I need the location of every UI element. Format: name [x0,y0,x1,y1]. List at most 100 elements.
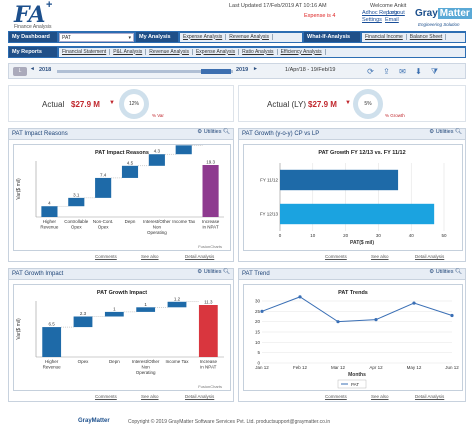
comments-link[interactable]: Comments [325,254,347,259]
see-also-link[interactable]: See also [141,254,159,259]
comments-link[interactable]: Comments [325,394,347,399]
x-tick-label: 30 [376,233,382,238]
comments-link[interactable]: Comments [95,394,117,399]
gear-icon: ⚙ [429,269,435,275]
email-link[interactable]: Email [385,17,399,23]
utilities-menu[interactable]: ⚙ Utilities 🔍︎ [197,129,230,135]
legend-box [337,379,367,389]
prev-arrow-icon[interactable]: ◂ [31,66,34,72]
revenue-analysis-link[interactable]: Revenue Analysis [226,33,273,40]
timeline-year-end: 2019 [236,67,249,73]
panel-pat-trend: PAT Trend ⚙ Utilities 🔍︎ PAT Trends 0 5 10 1… [238,268,466,402]
zoom-icon[interactable]: 🔍︎ [455,269,462,275]
adhoc-reports-link[interactable]: Adhoc Reports [362,10,399,16]
chart-bar [280,169,399,191]
chart-title: PAT Impact Reasons [95,150,149,156]
zoom-icon[interactable]: 🔍︎ [223,269,230,275]
ratio-analysis-link[interactable]: Ratio Analysis [239,48,278,55]
data-point [260,309,264,313]
panel-footer: Comments See also Detail Analysis [239,392,465,401]
x-tick-label: Higher [45,359,59,364]
email-icon[interactable]: ✉ [399,67,406,76]
kpi-actual-pct: 12% [124,94,144,114]
detail-analysis-link[interactable]: Detail Analysis [415,254,445,259]
expense-alert[interactable]: Expense is 4 [304,13,336,19]
data-label: 1 [144,302,147,307]
chart-pat-growth-impact: PAT Growth Impact Var($ mil) 6.5 HigherReve… [16,290,224,389]
next-arrow-icon[interactable]: ▸ [254,66,257,72]
chart-credit: FusionCharts [198,244,222,249]
x-tick-label: Opex [78,359,90,364]
refresh-icon[interactable]: ⟳ [367,67,374,76]
x-tick-label: Non-Cont. [93,219,114,224]
kpi-ly-pct: 5% [358,94,378,114]
timeline-track[interactable] [57,70,233,73]
data-label: 1 [113,306,116,311]
chart-pat-trend: PAT Trends 0 5 10 15 20 25 30 Jan 12 Feb 12 Mar 12… [255,290,459,389]
dashboard-select[interactable]: PAT ▾ [59,32,134,42]
logout-link[interactable]: Logout [388,10,405,16]
kpi-actual-sub: % Var [152,113,164,118]
data-point [450,313,454,318]
down-arrow-icon: ▼ [109,100,115,106]
my-reports-tab[interactable]: My Reports [9,47,57,57]
financial-statement-link[interactable]: Financial Statement [59,48,111,55]
app-logo-plus: + [46,0,53,11]
utilities-menu[interactable]: ⚙ Utilities 🔍︎ [429,129,462,135]
chart-bar [121,165,139,178]
x-tick-label: Revenue [43,365,62,370]
balance-sheet-link[interactable]: Balance Sheet [406,33,447,40]
efficiency-analysis-link[interactable]: Efficiency Analysis [277,48,326,55]
chart-bar [198,305,218,357]
panel-title: PAT Trend [239,269,465,280]
see-also-link[interactable]: See also [141,394,159,399]
detail-analysis-link[interactable]: Detail Analysis [415,394,445,399]
export-icon[interactable]: ⇪ [383,67,390,76]
chart-bar [202,165,219,217]
x-tick-label: Operating [136,370,156,375]
zoom-icon[interactable]: 🔍︎ [223,129,230,135]
timeline-range-handle[interactable] [201,69,231,74]
my-analysis-tab[interactable]: My Analysis [136,32,178,42]
what-if-links: Financial Income Balance Sheet [362,32,465,42]
detail-analysis-link[interactable]: Detail Analysis [185,254,215,259]
chart-bar [104,311,124,317]
data-label: 1.2 [174,296,181,301]
app-logo: FA [14,2,46,28]
utilities-menu[interactable]: ⚙ Utilities 🔍︎ [197,269,230,275]
x-tick-label: Higher [43,219,57,224]
my-dashboard-tab[interactable]: My Dashboard [9,32,57,42]
x-tick-label: Opex [98,225,110,230]
panel-footer: Comments See also Detail Analysis [239,252,465,261]
what-if-analysis-tab[interactable]: What-If-Analysis [304,32,360,42]
see-also-link[interactable]: See also [371,254,389,259]
panel-footer: Comments See also Detail Analysis [9,392,233,401]
detail-analysis-link[interactable]: Detail Analysis [185,394,215,399]
timeline-left-button[interactable]: L [13,67,27,76]
download-icon[interactable]: ⬇ [415,67,422,76]
pl-analysis-link[interactable]: P&L Analysis [110,48,147,55]
expense-analysis-report-link[interactable]: Expense Analysis [192,48,240,55]
chart-bar [41,206,58,217]
chart-title: PAT Growth Impact [97,290,147,296]
x-tick-label: Depn [109,359,120,364]
y-tick-label: 15 [255,330,261,335]
kpi-actual-value: $27.9 M [71,100,100,109]
utilities-label: Utilities [203,129,222,135]
settings-link[interactable]: Settings [362,17,382,23]
revenue-analysis-report-link[interactable]: Revenue Analysis [146,48,193,55]
financial-income-link[interactable]: Financial Income [362,33,407,40]
utilities-menu[interactable]: ⚙ Utilities 🔍︎ [429,269,462,275]
expense-analysis-link[interactable]: Expense Analysis [180,33,227,40]
panel-title: PAT Growth (y-o-y) CP vs LP [239,129,465,140]
filter-icon[interactable]: ⧩ [430,67,439,76]
zoom-icon[interactable]: 🔍︎ [455,129,462,135]
x-tick-label: Increase [202,219,220,224]
x-tick-label: 50 [441,233,447,238]
y-axis-label: Var($ mil) [16,178,22,200]
x-tick-label: in NPAT [200,365,216,370]
see-also-link[interactable]: See also [371,394,389,399]
comments-link[interactable]: Comments [95,254,117,259]
y-tick-label: 30 [255,299,261,304]
chart-container: PAT Impact Reasons Var($ mil) 4 Higher Reven… [13,140,231,251]
